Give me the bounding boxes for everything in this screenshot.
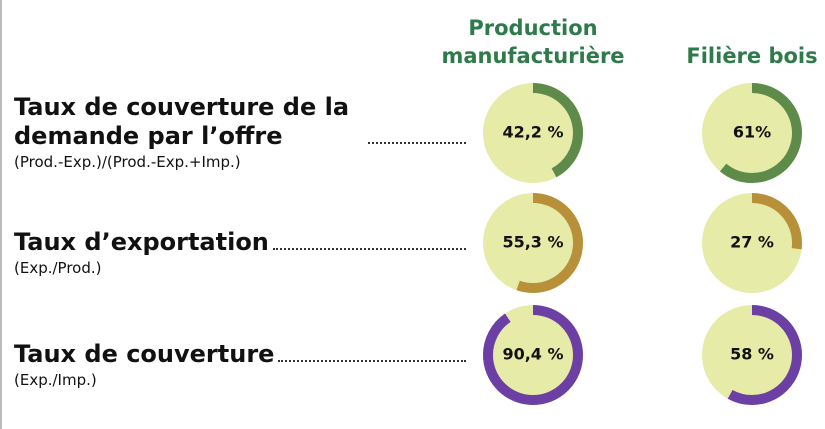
row-title: Taux d’exportation — [14, 228, 269, 256]
row-formula: (Prod.-Exp.)/(Prod.-Exp.+Imp.) — [14, 153, 241, 171]
gauge-label: 27 % — [730, 233, 774, 252]
dotted-leader — [368, 142, 466, 144]
gauge-track — [483, 193, 583, 293]
row-label: Taux d’exportation (Exp./Prod.) — [14, 228, 466, 277]
row-title-line: Taux d’exportation — [14, 228, 466, 257]
row-formula: (Exp./Prod.) — [14, 259, 102, 277]
gauge-arc — [702, 193, 802, 293]
gauge-label: 90,4 % — [502, 345, 563, 364]
gauge-track — [702, 305, 802, 405]
column-header: Filière bois — [686, 44, 818, 68]
gauge-track — [483, 83, 583, 183]
row-title: Taux de couverture de la demande par l’o… — [14, 93, 350, 150]
gauge-track — [483, 305, 583, 405]
row-label: Taux de couverture de la demande par l’o… — [14, 93, 466, 171]
dotted-leader — [272, 248, 466, 250]
gauge-label: 42,2 % — [502, 123, 563, 142]
gauge-arc — [483, 193, 583, 293]
gauge-arc — [483, 83, 583, 183]
row-formula: (Exp./Imp.) — [14, 371, 97, 389]
row-title-line: Taux de couverture de la demande par l’o… — [14, 93, 466, 151]
gauge-label: 61% — [733, 123, 771, 142]
row-title: Taux de couverture — [14, 340, 275, 368]
gauge-label: 55,3 % — [502, 233, 563, 252]
gauge-track — [702, 193, 802, 293]
gauge-arc — [702, 83, 802, 183]
gauge-arc — [702, 305, 802, 405]
gauge-label: 58 % — [730, 345, 774, 364]
row-title-line: Taux de couverture — [14, 340, 466, 369]
gauge-track — [702, 83, 802, 183]
column-header: Production manufacturière — [441, 16, 625, 68]
gauge-arc — [483, 305, 583, 405]
row-label: Taux de couverture (Exp./Imp.) — [14, 340, 466, 389]
dotted-leader — [278, 360, 466, 362]
